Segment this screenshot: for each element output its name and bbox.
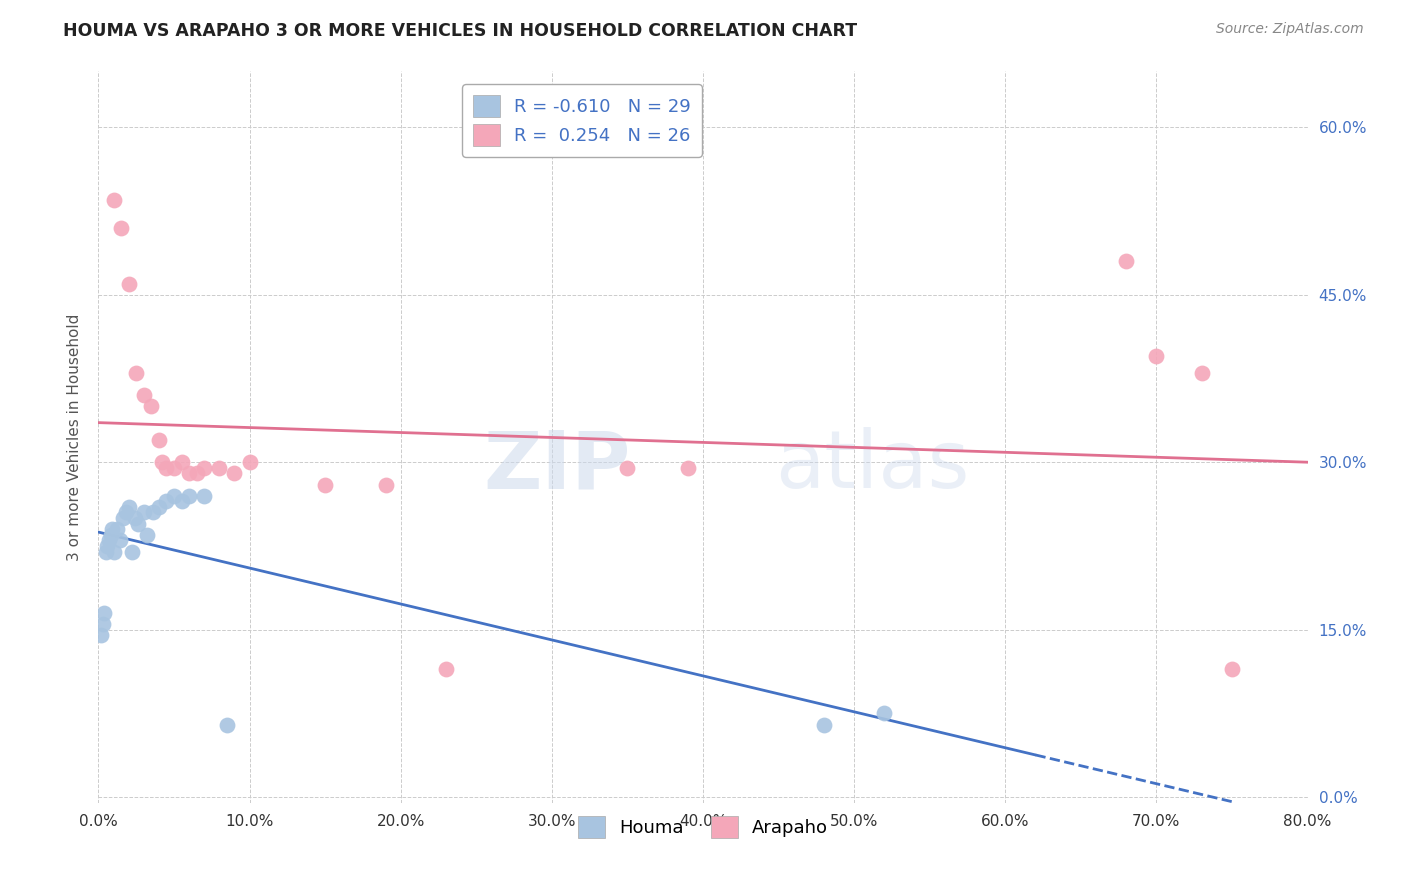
- Point: [148, 500, 170, 514]
- Point: [135, 528, 157, 542]
- Point: [224, 467, 246, 481]
- Point: [163, 489, 186, 503]
- Point: [96, 539, 118, 553]
- Point: [434, 662, 457, 676]
- Point: [111, 511, 134, 525]
- Point: [132, 506, 155, 520]
- Point: [93, 606, 115, 620]
- Point: [170, 455, 193, 469]
- Point: [98, 533, 121, 548]
- Point: [239, 455, 262, 469]
- Point: [148, 433, 170, 447]
- Point: [100, 528, 122, 542]
- Point: [179, 489, 201, 503]
- Point: [114, 506, 136, 520]
- Point: [118, 500, 141, 514]
- Point: [121, 544, 143, 558]
- Point: [91, 617, 114, 632]
- Point: [125, 366, 148, 380]
- Point: [208, 460, 231, 475]
- Text: atlas: atlas: [776, 427, 970, 506]
- Point: [90, 628, 112, 642]
- Point: [110, 220, 132, 235]
- Point: [118, 277, 141, 291]
- Y-axis label: 3 or more Vehicles in Household: 3 or more Vehicles in Household: [67, 313, 83, 561]
- Point: [108, 533, 131, 548]
- Point: [155, 494, 177, 508]
- Point: [1191, 366, 1213, 380]
- Point: [676, 460, 699, 475]
- Point: [1220, 662, 1243, 676]
- Point: [94, 544, 117, 558]
- Point: [141, 400, 163, 414]
- Point: [142, 506, 165, 520]
- Point: [873, 706, 896, 721]
- Point: [186, 467, 208, 481]
- Legend: Houma, Arapaho: Houma, Arapaho: [571, 808, 835, 845]
- Point: [127, 516, 149, 531]
- Text: Source: ZipAtlas.com: Source: ZipAtlas.com: [1216, 22, 1364, 37]
- Point: [124, 511, 146, 525]
- Point: [155, 460, 177, 475]
- Text: HOUMA VS ARAPAHO 3 OR MORE VEHICLES IN HOUSEHOLD CORRELATION CHART: HOUMA VS ARAPAHO 3 OR MORE VEHICLES IN H…: [63, 22, 858, 40]
- Point: [314, 477, 336, 491]
- Point: [105, 522, 128, 536]
- Point: [150, 455, 173, 469]
- Point: [193, 489, 215, 503]
- Text: ZIP: ZIP: [484, 427, 630, 506]
- Point: [193, 460, 215, 475]
- Point: [132, 388, 155, 402]
- Point: [813, 717, 835, 731]
- Point: [1144, 349, 1167, 363]
- Point: [616, 460, 638, 475]
- Point: [103, 193, 125, 207]
- Point: [170, 494, 193, 508]
- Point: [374, 477, 396, 491]
- Point: [179, 467, 201, 481]
- Point: [1115, 254, 1137, 268]
- Point: [103, 544, 125, 558]
- Point: [101, 522, 124, 536]
- Point: [215, 717, 238, 731]
- Point: [163, 460, 186, 475]
